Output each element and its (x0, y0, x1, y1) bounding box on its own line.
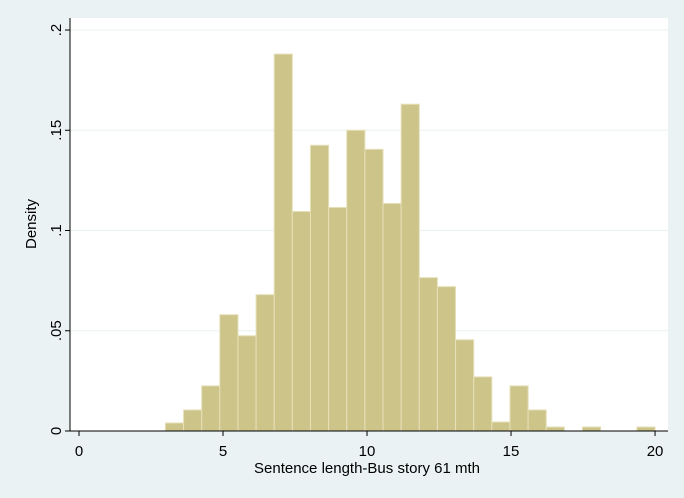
bar (527, 409, 547, 432)
bar (273, 53, 293, 432)
bar (328, 206, 348, 432)
x-tick-label: 5 (219, 443, 227, 460)
bar (255, 294, 275, 432)
y-tick-label: .05 (48, 320, 65, 341)
bar (400, 103, 420, 432)
y-axis-title: Density (23, 198, 40, 249)
bar (309, 144, 330, 432)
bar (382, 202, 402, 432)
y-tick-label: .15 (48, 120, 65, 141)
bar (364, 148, 384, 432)
bar (581, 426, 602, 432)
bar (346, 129, 366, 432)
y-tick-label: 0 (48, 427, 65, 435)
x-tick-label: 0 (75, 443, 83, 460)
bar (436, 286, 457, 432)
x-tick-label: 20 (647, 443, 664, 460)
x-tick-label: 10 (359, 443, 376, 460)
bar (636, 426, 656, 432)
x-tick-label: 15 (503, 443, 520, 460)
bar (418, 277, 438, 432)
y-tick-label: .1 (48, 224, 65, 237)
bar (491, 421, 511, 432)
bar (219, 314, 239, 432)
bar (291, 210, 311, 432)
bar (509, 385, 529, 432)
bar (201, 385, 221, 432)
bar (183, 409, 203, 432)
bar (545, 426, 565, 432)
x-axis-title: Sentence length-Bus story 61 mth (254, 460, 480, 477)
bar (455, 339, 475, 432)
bar (164, 422, 185, 432)
bar (237, 335, 257, 432)
bar (473, 376, 493, 432)
y-tick-label: .2 (48, 24, 65, 37)
